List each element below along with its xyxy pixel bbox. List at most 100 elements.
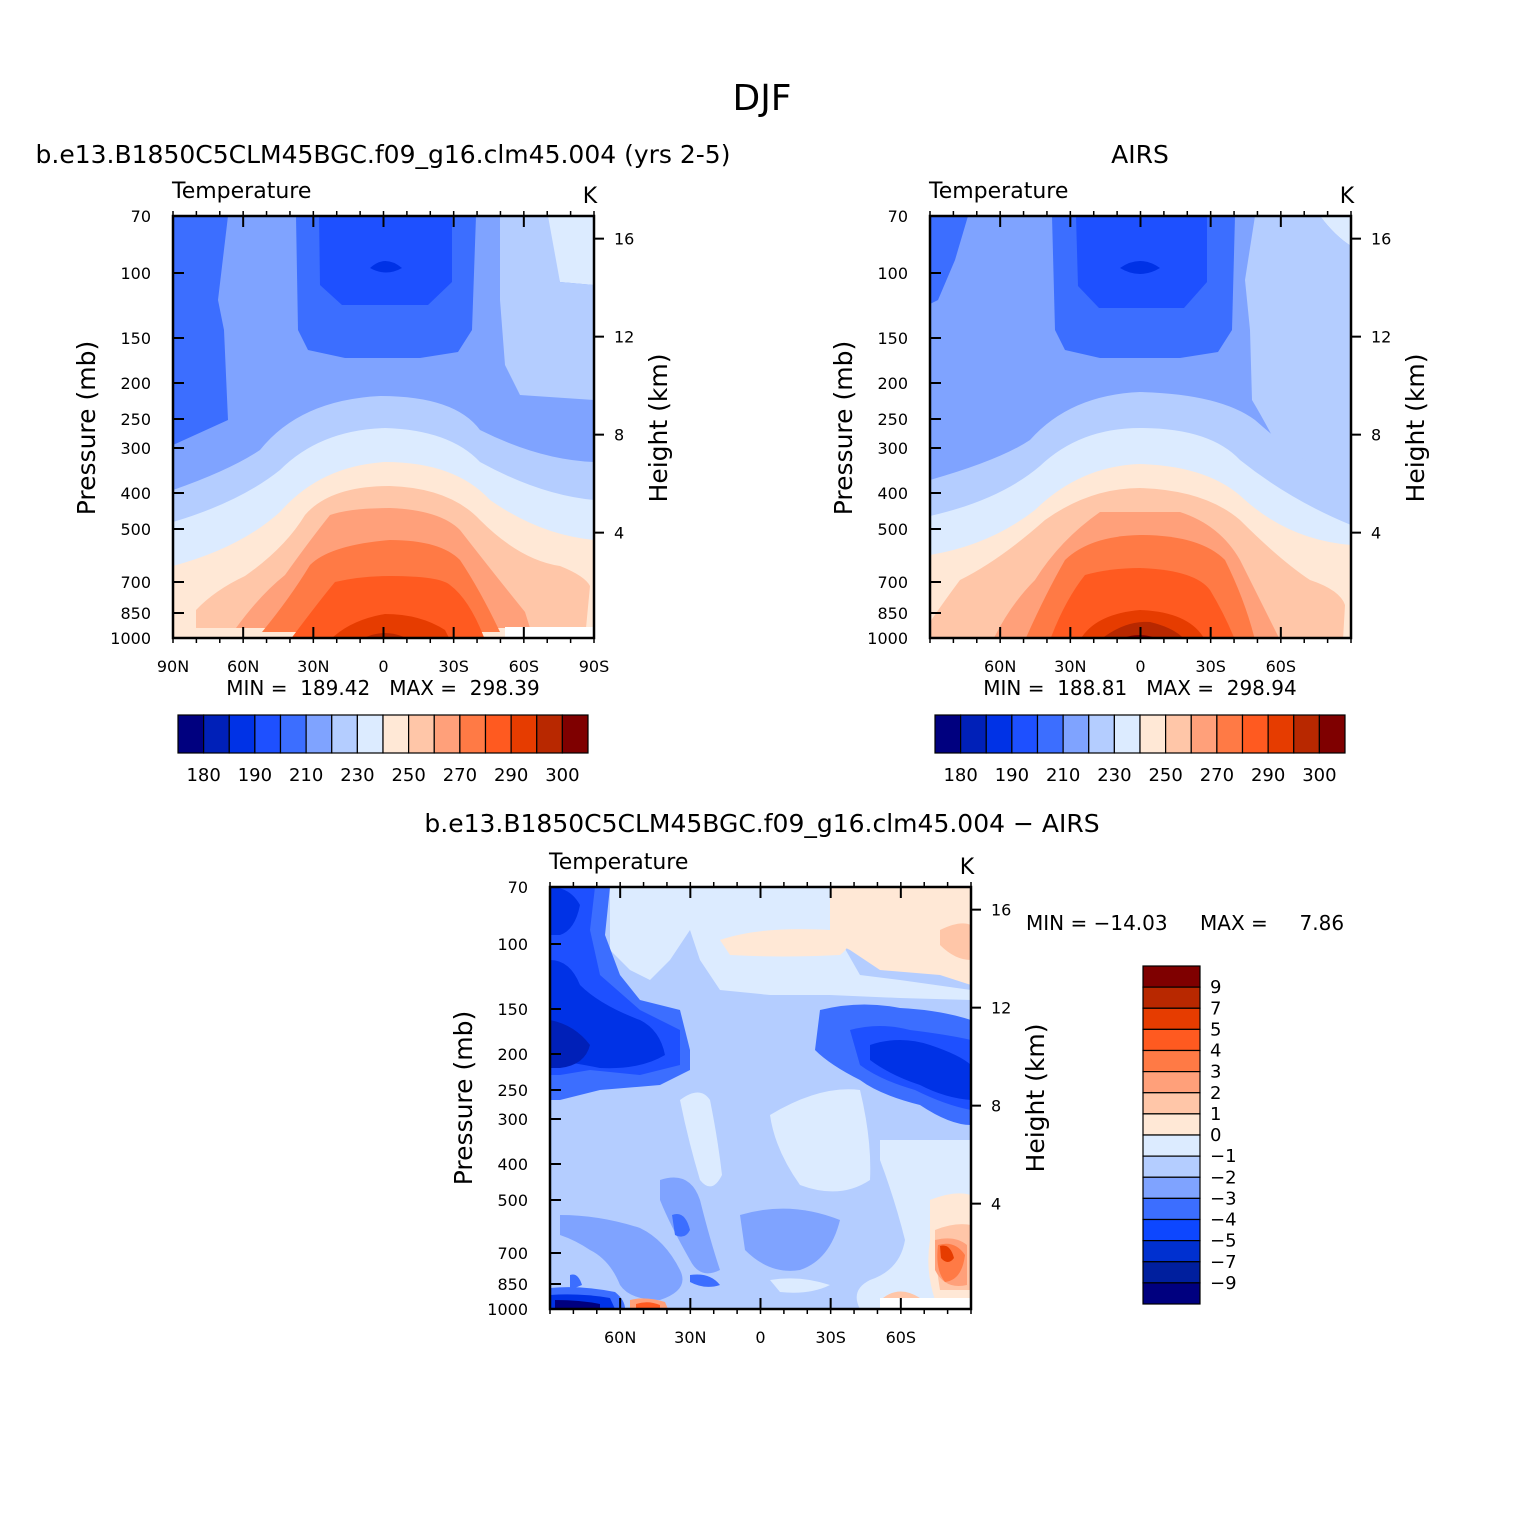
y-tick-label: 700 [120, 573, 151, 592]
colorbar-label: 1 [1210, 1104, 1221, 1125]
colorbar-swatch [1142, 1113, 1201, 1136]
y-tick-label: 850 [497, 1275, 528, 1294]
x-tick-label: 90S [579, 657, 610, 676]
colorbar-label: 7 [1210, 998, 1221, 1019]
x-tick-label: 30S [815, 1328, 846, 1347]
colorbar-swatch [1142, 1218, 1201, 1242]
colorbar-swatch [305, 714, 333, 754]
colorbar-swatch [1142, 1261, 1201, 1284]
colorbar-swatch [1142, 1197, 1201, 1221]
colorbar-label: −2 [1210, 1167, 1237, 1188]
colorbar-swatch [1142, 1282, 1201, 1305]
colorbar-swatch [1062, 714, 1090, 754]
x-tick-label: 30S [1195, 657, 1226, 676]
panel-diff-contours [550, 887, 971, 1309]
y-tick-label: 100 [497, 935, 528, 954]
colorbar-swatch [484, 714, 512, 754]
panel-diff-units: K [960, 855, 975, 880]
y-tick-label: 400 [497, 1155, 528, 1174]
y-tick-label: 500 [877, 520, 908, 539]
panel-airs-y-axis: 70 100 150 200 250 300 400 500 700 850 1000 [867, 207, 941, 648]
colorbar-label: 250 [391, 765, 425, 786]
colorbar-swatch [1142, 965, 1201, 988]
colorbar-swatch [1142, 1028, 1201, 1052]
colorbar-swatch [254, 714, 282, 754]
y2-tick-label: 12 [1371, 328, 1391, 347]
colorbar-swatch [433, 714, 461, 754]
panel-diff: b.e13.B1850C5CLM45BGC.f09_g16.clm45.004 … [424, 809, 1344, 1347]
panel-model-contours [173, 216, 594, 638]
x-tick-label: 30N [297, 657, 329, 676]
panel-airs-y2-axis: 16 12 8 4 [1351, 230, 1391, 543]
colorbar-label: 270 [1200, 765, 1234, 786]
y2-tick-label: 8 [991, 1097, 1001, 1116]
colorbar-swatch [1190, 714, 1218, 754]
colorbar-label: −3 [1210, 1188, 1237, 1209]
panel-airs-contours [930, 216, 1351, 638]
panel-model-y-axis: 70 100 150 200 250 300 400 500 700 850 1000 [110, 207, 184, 648]
figure-title: DJF [732, 78, 791, 119]
colorbar-label: 180 [943, 765, 977, 786]
colorbar-swatch [1011, 714, 1039, 754]
y2-tick-label: 4 [614, 524, 624, 543]
x-tick-label: 60N [604, 1328, 636, 1347]
y-tick-label: 150 [497, 1000, 528, 1019]
panel-diff-y2label: Height (km) [1021, 1024, 1050, 1173]
x-tick-label: 0 [1135, 657, 1145, 676]
colorbar-swatch [279, 714, 307, 754]
panel-airs-subtitle: Temperature [928, 179, 1068, 204]
panel-diff-stats-max: MAX = 7.86 [1200, 911, 1344, 935]
y2-tick-label: 12 [991, 999, 1011, 1018]
y-tick-label: 1000 [487, 1300, 528, 1319]
colorbar-swatch [1142, 1049, 1201, 1073]
colorbar-label: 210 [289, 765, 323, 786]
colorbar-swatch [934, 714, 962, 754]
colorbar-label: −5 [1210, 1231, 1237, 1252]
y-tick-label: 1000 [110, 629, 151, 648]
colorbar-label: 5 [1210, 1019, 1221, 1040]
colorbar-swatch [1142, 1176, 1201, 1199]
y-tick-label: 1000 [867, 629, 908, 648]
y-tick-label: 700 [877, 573, 908, 592]
x-tick-label: 60S [1266, 657, 1297, 676]
colorbar-swatch [1142, 1007, 1201, 1030]
colorbar-label: 270 [443, 765, 477, 786]
x-tick-label: 60S [509, 657, 540, 676]
y-tick-label: 200 [120, 374, 151, 393]
y2-tick-label: 12 [614, 328, 634, 347]
y-tick-label: 70 [508, 878, 528, 897]
colorbar-swatch [1142, 1071, 1201, 1094]
y-tick-label: 200 [497, 1045, 528, 1064]
colorbar-swatch [177, 714, 205, 754]
colorbar-label: 230 [1097, 765, 1131, 786]
y-tick-label: 100 [120, 264, 151, 283]
x-tick-label: 60N [227, 657, 259, 676]
y-tick-label: 400 [877, 484, 908, 503]
panel-model-y2-axis: 16 12 8 4 [594, 230, 634, 543]
colorbar-swatch [1142, 986, 1201, 1009]
colorbar-swatch [1241, 714, 1269, 754]
colorbar-label: 300 [545, 765, 579, 786]
colorbar-swatch [1088, 714, 1115, 754]
y-tick-label: 300 [120, 439, 151, 458]
x-tick-label: 90N [157, 657, 189, 676]
x-tick-label: 60N [984, 657, 1016, 676]
y-tick-label: 100 [877, 264, 908, 283]
colorbar-swatch [1142, 1134, 1201, 1157]
y-tick-label: 300 [877, 439, 908, 458]
colorbar-swatch [1113, 714, 1141, 754]
panel-airs-ylabel: Pressure (mb) [829, 341, 858, 515]
x-tick-label: 30N [674, 1328, 706, 1347]
panel-diff-stats-min: MIN = −14.03 [1026, 911, 1168, 935]
colorbar-swatch [1318, 714, 1346, 754]
colorbar-swatch [1293, 714, 1320, 754]
colorbar-swatch [459, 714, 487, 754]
colorbar-swatch [985, 714, 1013, 754]
colorbar-swatch [1036, 714, 1064, 754]
panel-airs: AIRS Temperature K 70 100 150 200 250 300 400 5… [829, 140, 1430, 786]
colorbar-swatch [382, 714, 410, 754]
panel-diff-y-axis: 70 100 150 200 250 300 400 500 700 850 1000 [487, 878, 561, 1319]
colorbar-swatch [1142, 1092, 1201, 1115]
y2-tick-label: 16 [1371, 230, 1391, 249]
colorbar-swatch [1139, 714, 1167, 754]
